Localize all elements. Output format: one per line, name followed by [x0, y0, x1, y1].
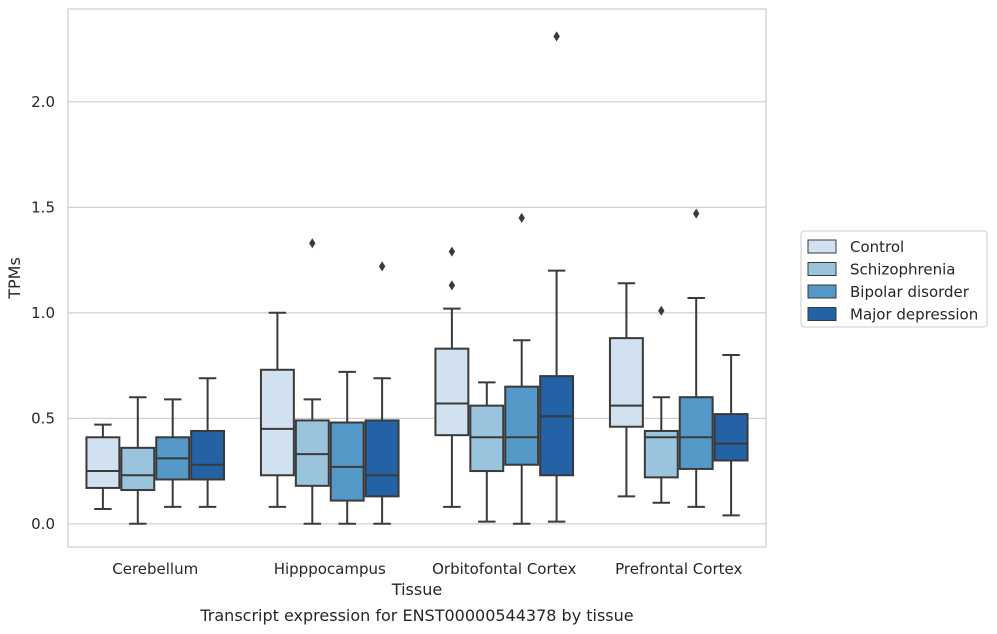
- box-major-depression: [713, 354, 749, 517]
- outlier-point: [448, 246, 456, 257]
- box-iqr: [329, 421, 365, 502]
- box-control: [259, 311, 295, 508]
- plot-area-frame: [67, 8, 767, 548]
- outlier-point: [518, 212, 525, 223]
- figure-caption: Transcript expression for ENST0000054437…: [200, 606, 634, 625]
- gridlines: [68, 101, 766, 525]
- x-tick-label: Cerebellum: [112, 560, 198, 578]
- outlier-point: [553, 31, 560, 42]
- box-iqr: [713, 413, 749, 462]
- outlier-point: [448, 280, 456, 291]
- box-iqr: [504, 385, 540, 466]
- outlier-point: [658, 305, 665, 316]
- outlier-point: [309, 238, 316, 249]
- box-iqr: [364, 419, 400, 498]
- x-tick-label: Hipppocampus: [274, 560, 386, 578]
- x-axis-label: Tissue: [391, 580, 442, 599]
- box-bipolar-disorder: [155, 398, 191, 508]
- x-tick-labels: Cerebellum Hipppocampus Orbitofontal Corte…: [112, 560, 742, 578]
- box-iqr: [294, 419, 330, 487]
- legend-swatch: [807, 284, 837, 299]
- legend-label: Control: [850, 238, 904, 256]
- y-tick-label: 1.0: [31, 304, 55, 322]
- box-iqr: [539, 375, 575, 477]
- box-bipolar-disorder: [678, 208, 714, 508]
- legend-swatch: [807, 307, 837, 321]
- box-major-depression: [364, 261, 400, 525]
- box-iqr: [643, 429, 679, 479]
- legend-label: Major depression: [850, 306, 978, 324]
- legend: Control Schizophrenia Bipolar disorder Majo…: [800, 230, 988, 328]
- boxes: [85, 31, 749, 525]
- legend-label: Schizophrenia: [850, 261, 955, 279]
- box-major-depression: [539, 31, 575, 523]
- box-iqr: [678, 396, 714, 470]
- outlier-point: [693, 208, 700, 219]
- y-tick-label: 0.0: [31, 515, 55, 533]
- box-schizophrenia: [643, 305, 679, 504]
- legend-swatch: [807, 262, 837, 276]
- box-iqr: [469, 404, 505, 473]
- box-control: [608, 282, 644, 498]
- box-iqr: [85, 436, 121, 489]
- box-control: [434, 246, 470, 508]
- box-schizophrenia: [120, 396, 156, 525]
- box-iqr: [434, 347, 470, 437]
- legend-frame: [800, 230, 988, 328]
- box-iqr: [190, 429, 226, 481]
- box-iqr: [120, 446, 156, 492]
- outlier-point: [378, 261, 386, 272]
- y-axis-label: TPMs: [5, 257, 24, 300]
- y-tick-label: 1.5: [31, 198, 55, 216]
- box-schizophrenia: [469, 381, 505, 523]
- y-tick-labels: 0.0 0.5 1.0 1.5 2.0: [31, 93, 55, 533]
- box-bipolar-disorder: [504, 212, 540, 525]
- box-schizophrenia: [294, 238, 330, 525]
- y-tick-label: 0.5: [31, 409, 55, 427]
- box-major-depression: [190, 377, 226, 508]
- x-tick-label: Prefrontal Cortex: [615, 560, 742, 578]
- box-bipolar-disorder: [329, 370, 365, 525]
- box-iqr: [259, 368, 295, 477]
- box-control: [85, 423, 121, 511]
- legend-swatch: [807, 239, 837, 254]
- legend-label: Bipolar disorder: [850, 283, 970, 301]
- x-tick-label: Orbitofontal Cortex: [432, 560, 576, 578]
- box-iqr: [608, 337, 644, 428]
- y-tick-label: 2.0: [31, 93, 55, 111]
